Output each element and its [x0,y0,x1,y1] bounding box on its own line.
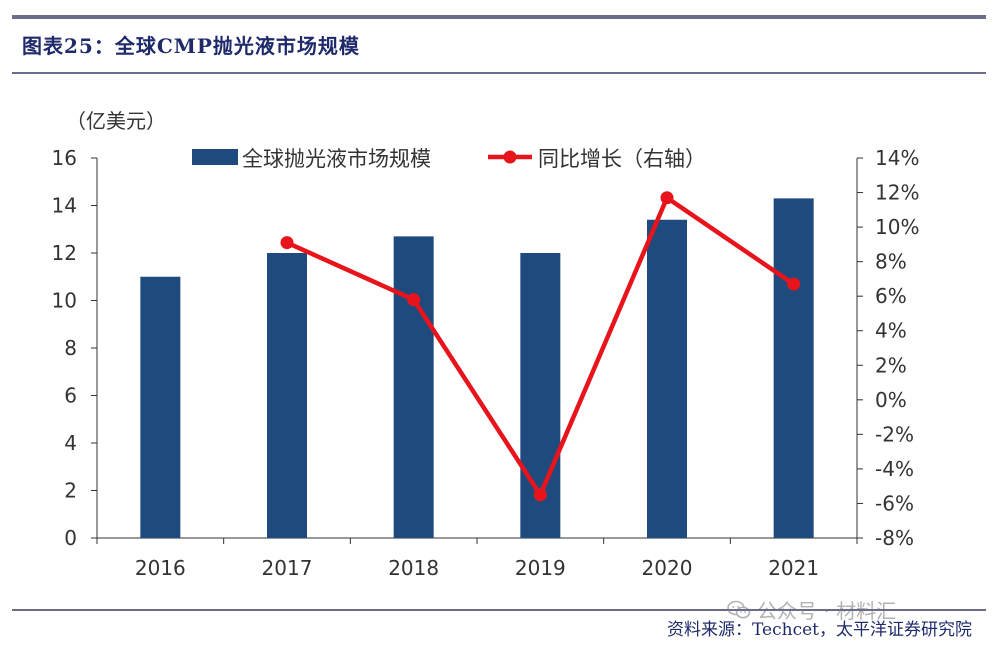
legend-line-marker [503,150,517,164]
bar [140,276,181,538]
bar [267,253,307,538]
right-tick-label: -4% [875,457,914,481]
watermark: 公众号 · 材料汇 [727,595,896,624]
legend-line-label: 同比增长（右轴） [538,147,706,171]
x-tick-label: 2021 [768,556,819,580]
title-rule [12,72,986,74]
bar [773,198,814,538]
x-tick-label: 2019 [515,556,566,580]
bar [647,219,687,538]
left-tick-label: 2 [64,479,77,503]
watermark-text: 公众号 · 材料汇 [757,599,897,623]
source-note: 资料来源：Techcet，太平洋证券研究院 [667,620,972,640]
y-axis-unit-label: （亿美元） [66,109,166,133]
left-tick-label: 0 [64,526,77,550]
bottom-rule [12,609,986,611]
x-tick-label: 2020 [642,556,693,580]
legend-bar-label: 全球抛光液市场规模 [242,147,431,171]
left-tick-label: 12 [52,241,77,265]
right-tick-label: 6% [875,284,907,308]
top-rule [12,15,986,19]
right-tick-label: 10% [875,215,919,239]
right-tick-label: 2% [875,353,907,377]
right-tick-label: 4% [875,319,907,343]
left-tick-label: 14 [52,194,77,218]
x-tick-label: 2017 [262,556,313,580]
right-tick-label: 14% [875,146,919,170]
left-tick-label: 16 [52,146,77,170]
right-tick-label: -6% [875,491,914,515]
growth-point [787,277,801,291]
x-tick-label: 2016 [135,556,186,580]
legend-bar-swatch [192,149,238,165]
right-tick-label: 8% [875,250,907,274]
right-tick-label: -2% [875,422,914,446]
x-tick-label: 2018 [388,556,439,580]
left-tick-label: 10 [52,289,77,313]
right-tick-label: -8% [875,526,914,550]
growth-point [407,293,421,307]
left-tick-label: 8 [64,336,77,360]
growth-point [533,488,547,502]
left-tick-label: 6 [64,384,77,408]
right-tick-label: 0% [875,388,907,412]
left-tick-label: 4 [64,431,77,455]
bar [393,236,434,538]
figure-title: 图表25：全球CMP抛光液市场规模 [22,34,360,58]
right-tick-label: 12% [875,181,919,205]
growth-point [660,191,674,205]
growth-point [280,236,294,250]
